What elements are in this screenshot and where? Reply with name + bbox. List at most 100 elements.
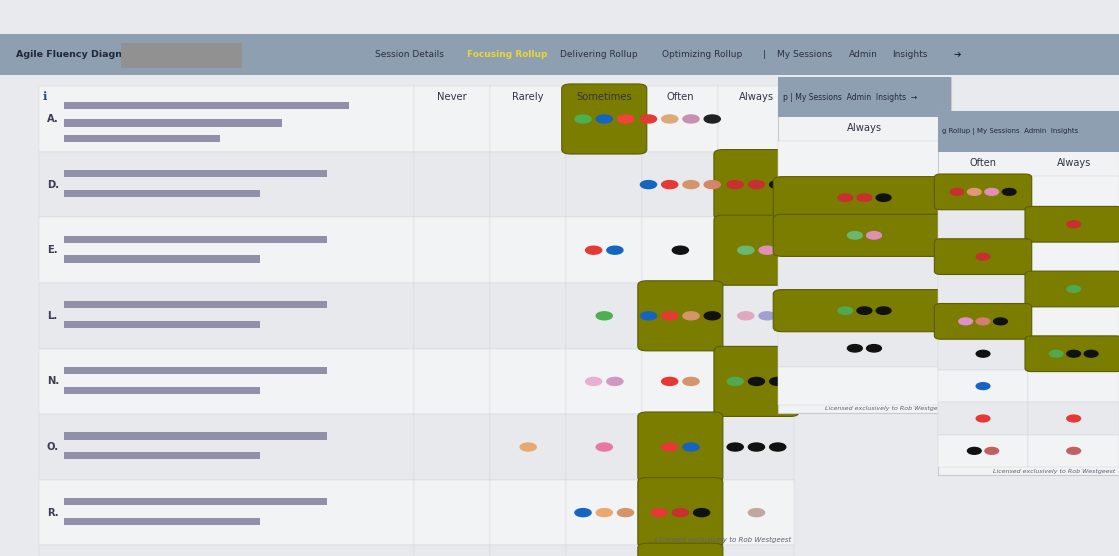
Circle shape: [640, 312, 657, 320]
Bar: [566, 414, 642, 480]
Bar: [490, 152, 566, 217]
FancyBboxPatch shape: [638, 478, 723, 548]
Bar: [64, 498, 327, 505]
Circle shape: [673, 246, 688, 254]
Circle shape: [976, 318, 990, 325]
Text: Often: Often: [667, 92, 694, 102]
Circle shape: [606, 246, 623, 254]
Bar: [566, 217, 642, 283]
Text: Insights: Insights: [892, 50, 928, 59]
Circle shape: [683, 312, 699, 320]
Bar: [718, 414, 794, 480]
Circle shape: [968, 188, 981, 195]
Circle shape: [727, 443, 743, 451]
Circle shape: [585, 378, 602, 385]
Bar: [39, 414, 414, 480]
Text: Sometimes: Sometimes: [576, 92, 632, 102]
FancyBboxPatch shape: [773, 290, 956, 332]
Circle shape: [749, 181, 764, 188]
Bar: [490, 480, 566, 545]
Circle shape: [876, 307, 891, 314]
Bar: [642, 217, 718, 283]
Circle shape: [618, 509, 633, 517]
Circle shape: [985, 448, 998, 454]
Circle shape: [694, 509, 709, 517]
FancyBboxPatch shape: [934, 174, 1032, 210]
FancyBboxPatch shape: [1025, 336, 1119, 371]
Text: O.: O.: [47, 442, 59, 452]
Bar: [414, 349, 490, 414]
Bar: [778, 254, 951, 292]
Text: Licensed exclusively to Rob Westgeest: Licensed exclusively to Rob Westgeest: [655, 537, 791, 543]
Circle shape: [866, 232, 882, 239]
Bar: [64, 452, 260, 459]
Circle shape: [1050, 350, 1063, 357]
Text: Admin: Admin: [849, 50, 878, 59]
FancyBboxPatch shape: [773, 214, 956, 256]
Text: ➔: ➔: [953, 50, 961, 59]
Bar: [39, 283, 794, 284]
Circle shape: [673, 509, 688, 517]
Text: A.: A.: [47, 114, 59, 124]
Circle shape: [683, 181, 699, 188]
Text: E.: E.: [47, 245, 57, 255]
FancyBboxPatch shape: [638, 412, 723, 482]
Circle shape: [575, 115, 591, 123]
Circle shape: [596, 312, 612, 320]
Circle shape: [985, 188, 998, 195]
Circle shape: [520, 443, 536, 451]
Text: Optimizing Rollup: Optimizing Rollup: [662, 50, 743, 59]
Circle shape: [770, 443, 786, 451]
FancyBboxPatch shape: [714, 150, 799, 220]
Circle shape: [704, 181, 721, 188]
Bar: [39, 152, 794, 153]
Text: Focusing Rollup: Focusing Rollup: [467, 50, 547, 59]
Bar: [938, 370, 1028, 403]
Bar: [64, 433, 327, 440]
FancyBboxPatch shape: [714, 346, 799, 416]
Circle shape: [683, 115, 699, 123]
Circle shape: [976, 350, 990, 357]
Bar: [718, 480, 794, 545]
Circle shape: [959, 318, 972, 325]
Bar: [490, 283, 566, 349]
Bar: [1028, 370, 1119, 403]
Text: L.: L.: [47, 311, 57, 321]
Bar: [490, 86, 566, 152]
Circle shape: [661, 378, 678, 385]
Bar: [938, 435, 1028, 467]
Circle shape: [585, 246, 602, 254]
Circle shape: [876, 194, 891, 201]
Bar: [414, 86, 490, 152]
Circle shape: [661, 443, 678, 451]
Circle shape: [1066, 286, 1081, 292]
Bar: [642, 349, 718, 414]
Circle shape: [968, 448, 981, 454]
FancyBboxPatch shape: [1025, 271, 1119, 307]
Bar: [778, 141, 951, 179]
Bar: [1028, 435, 1119, 467]
Circle shape: [1084, 350, 1098, 357]
FancyBboxPatch shape: [773, 177, 956, 219]
Bar: [39, 283, 414, 349]
Text: p | My Sessions  Admin  Insights  →: p | My Sessions Admin Insights →: [783, 92, 918, 102]
Bar: [64, 321, 260, 328]
Circle shape: [661, 115, 678, 123]
Bar: [566, 283, 642, 349]
Circle shape: [596, 509, 612, 517]
Bar: [39, 86, 414, 152]
Bar: [414, 480, 490, 545]
Text: My Sessions: My Sessions: [777, 50, 831, 59]
Bar: [566, 152, 642, 217]
Bar: [64, 170, 327, 177]
Circle shape: [661, 312, 678, 320]
Circle shape: [976, 253, 990, 260]
Circle shape: [596, 443, 612, 451]
Text: Never: Never: [438, 92, 467, 102]
Bar: [414, 414, 490, 480]
FancyBboxPatch shape: [934, 239, 1032, 275]
Bar: [938, 403, 1028, 435]
Bar: [566, 349, 642, 414]
Circle shape: [976, 383, 990, 390]
Bar: [39, 217, 414, 283]
